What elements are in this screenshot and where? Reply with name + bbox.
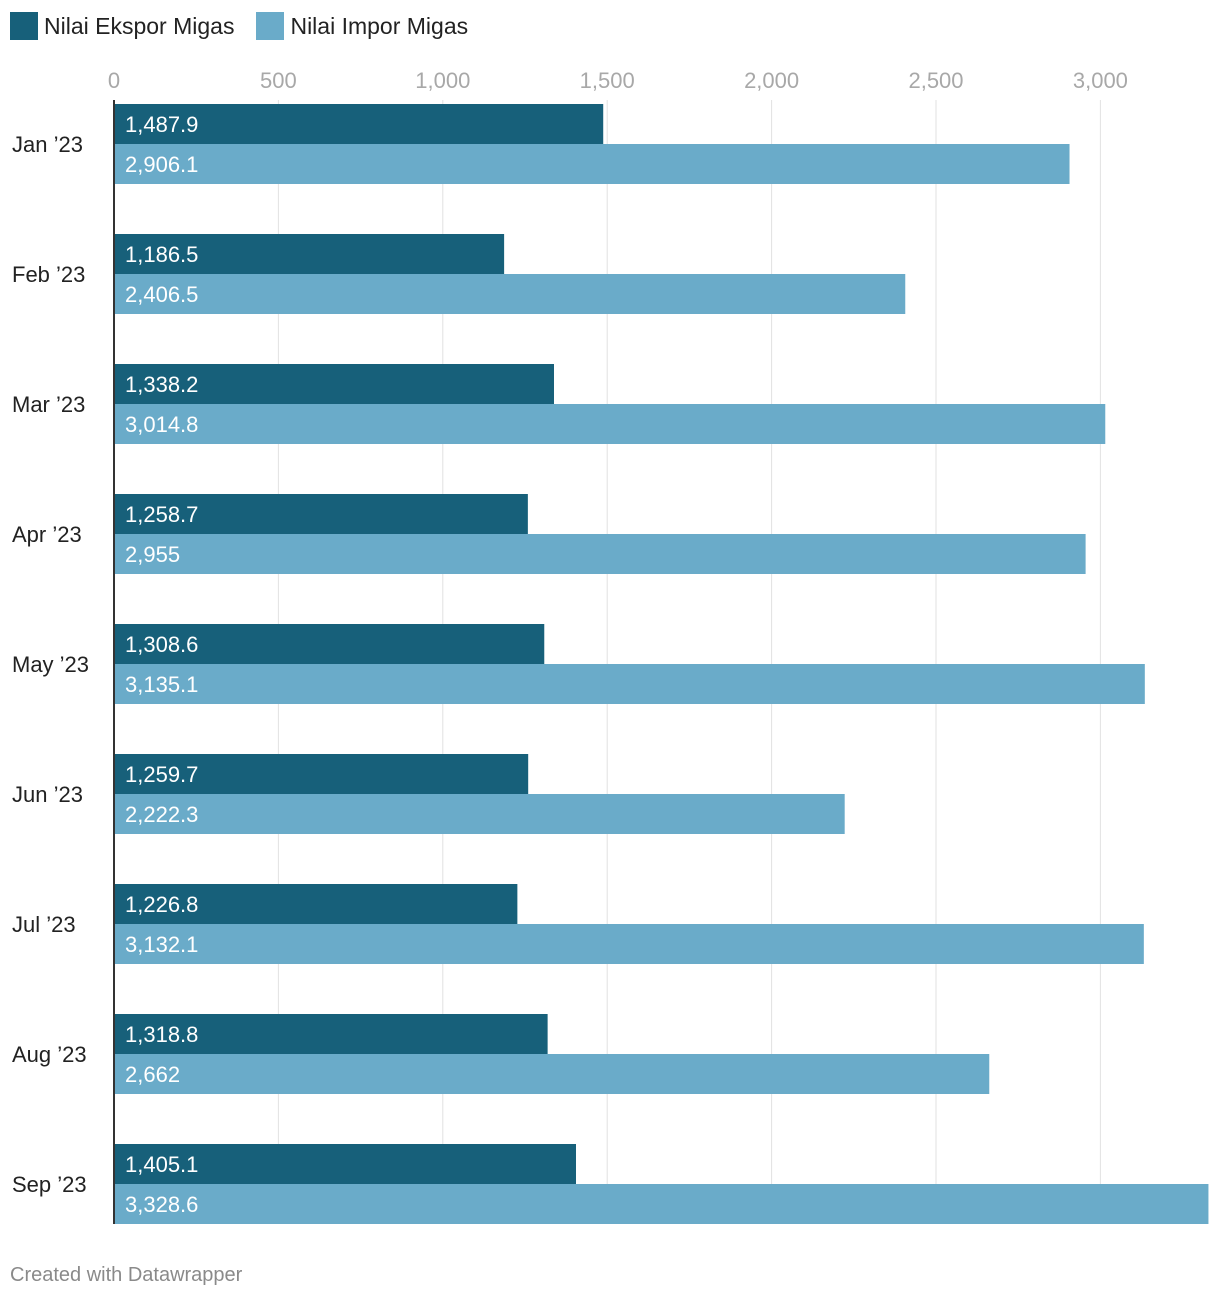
x-tick-label: 2,500: [908, 68, 963, 93]
chart-legend: Nilai Ekspor Migas Nilai Impor Migas: [10, 12, 490, 40]
bar-impor: [114, 144, 1070, 184]
bar-ekspor: [114, 754, 529, 794]
category-label: Sep ’23: [12, 1172, 87, 1197]
bar-value-label: 3,328.6: [125, 1192, 198, 1217]
bar-value-label: 1,405.1: [125, 1152, 198, 1177]
category-label: Jun ’23: [12, 782, 83, 807]
x-axis-ticks: 0 500 1,000 1,500 2,000 2,500 3,000: [108, 68, 1128, 93]
legend-label-ekspor: Nilai Ekspor Migas: [44, 12, 235, 39]
legend-swatch-ekspor: [10, 12, 38, 40]
category-label: Jul ’23: [12, 912, 76, 937]
x-tick-label: 2,000: [744, 68, 799, 93]
x-tick-label: 500: [260, 68, 297, 93]
bar-value-label: 1,487.9: [125, 112, 198, 137]
bar-ekspor: [114, 364, 555, 404]
bar-value-label: 3,132.1: [125, 932, 198, 957]
bar-value-label: 2,662: [125, 1062, 180, 1087]
category-label: May ’23: [12, 652, 89, 677]
bar-value-label: 3,014.8: [125, 412, 198, 437]
category-label: Aug ’23: [12, 1042, 87, 1067]
bar-impor: [114, 404, 1106, 444]
bar-impor: [114, 1184, 1209, 1224]
bar-ekspor: [114, 1144, 576, 1184]
legend-item-impor: Nilai Impor Migas: [256, 12, 468, 40]
category-labels: Jan ’23 Feb ’23 Mar ’23 Apr ’23 May ’23 Jun ’…: [12, 132, 89, 1197]
category-label: Apr ’23: [12, 522, 82, 547]
bars: 1,487.9 2,906.1 1,186.5 2,406.5 1,338.2 3,014…: [114, 104, 1209, 1224]
bar-value-label: 1,318.8: [125, 1022, 198, 1047]
legend-swatch-impor: [256, 12, 285, 40]
x-tick-label: 3,000: [1073, 68, 1128, 93]
legend-item-ekspor: Nilai Ekspor Migas: [10, 12, 234, 40]
bar-ekspor: [114, 624, 545, 664]
bar-impor: [114, 274, 906, 314]
bar-value-label: 2,906.1: [125, 152, 198, 177]
bar-value-label: 1,259.7: [125, 762, 198, 787]
category-label: Jan ’23: [12, 132, 83, 157]
bar-value-label: 1,226.8: [125, 892, 198, 917]
bar-value-label: 2,955: [125, 542, 180, 567]
bar-impor: [114, 794, 845, 834]
bar-value-label: 1,186.5: [125, 242, 198, 267]
bar-ekspor: [114, 234, 505, 274]
bar-ekspor: [114, 104, 604, 144]
x-tick-label: 1,500: [580, 68, 635, 93]
bar-ekspor: [114, 1014, 548, 1054]
footer-credit: Created with Datawrapper: [10, 1264, 243, 1286]
bar-value-label: 2,222.3: [125, 802, 198, 827]
bar-ekspor: [114, 884, 518, 924]
bar-value-label: 1,338.2: [125, 372, 198, 397]
x-tick-label: 1,000: [415, 68, 470, 93]
bar-value-label: 3,135.1: [125, 672, 198, 697]
category-label: Feb ’23: [12, 262, 85, 287]
bar-value-label: 1,308.6: [125, 632, 198, 657]
bar-impor: [114, 534, 1086, 574]
bar-value-label: 1,258.7: [125, 502, 198, 527]
bar-value-label: 2,406.5: [125, 282, 198, 307]
bar-impor: [114, 924, 1144, 964]
legend-label-impor: Nilai Impor Migas: [290, 12, 469, 39]
bar-impor: [114, 1054, 990, 1094]
bar-ekspor: [114, 494, 528, 534]
bar-impor: [114, 664, 1145, 704]
category-label: Mar ’23: [12, 392, 85, 417]
x-tick-label: 0: [108, 68, 120, 93]
